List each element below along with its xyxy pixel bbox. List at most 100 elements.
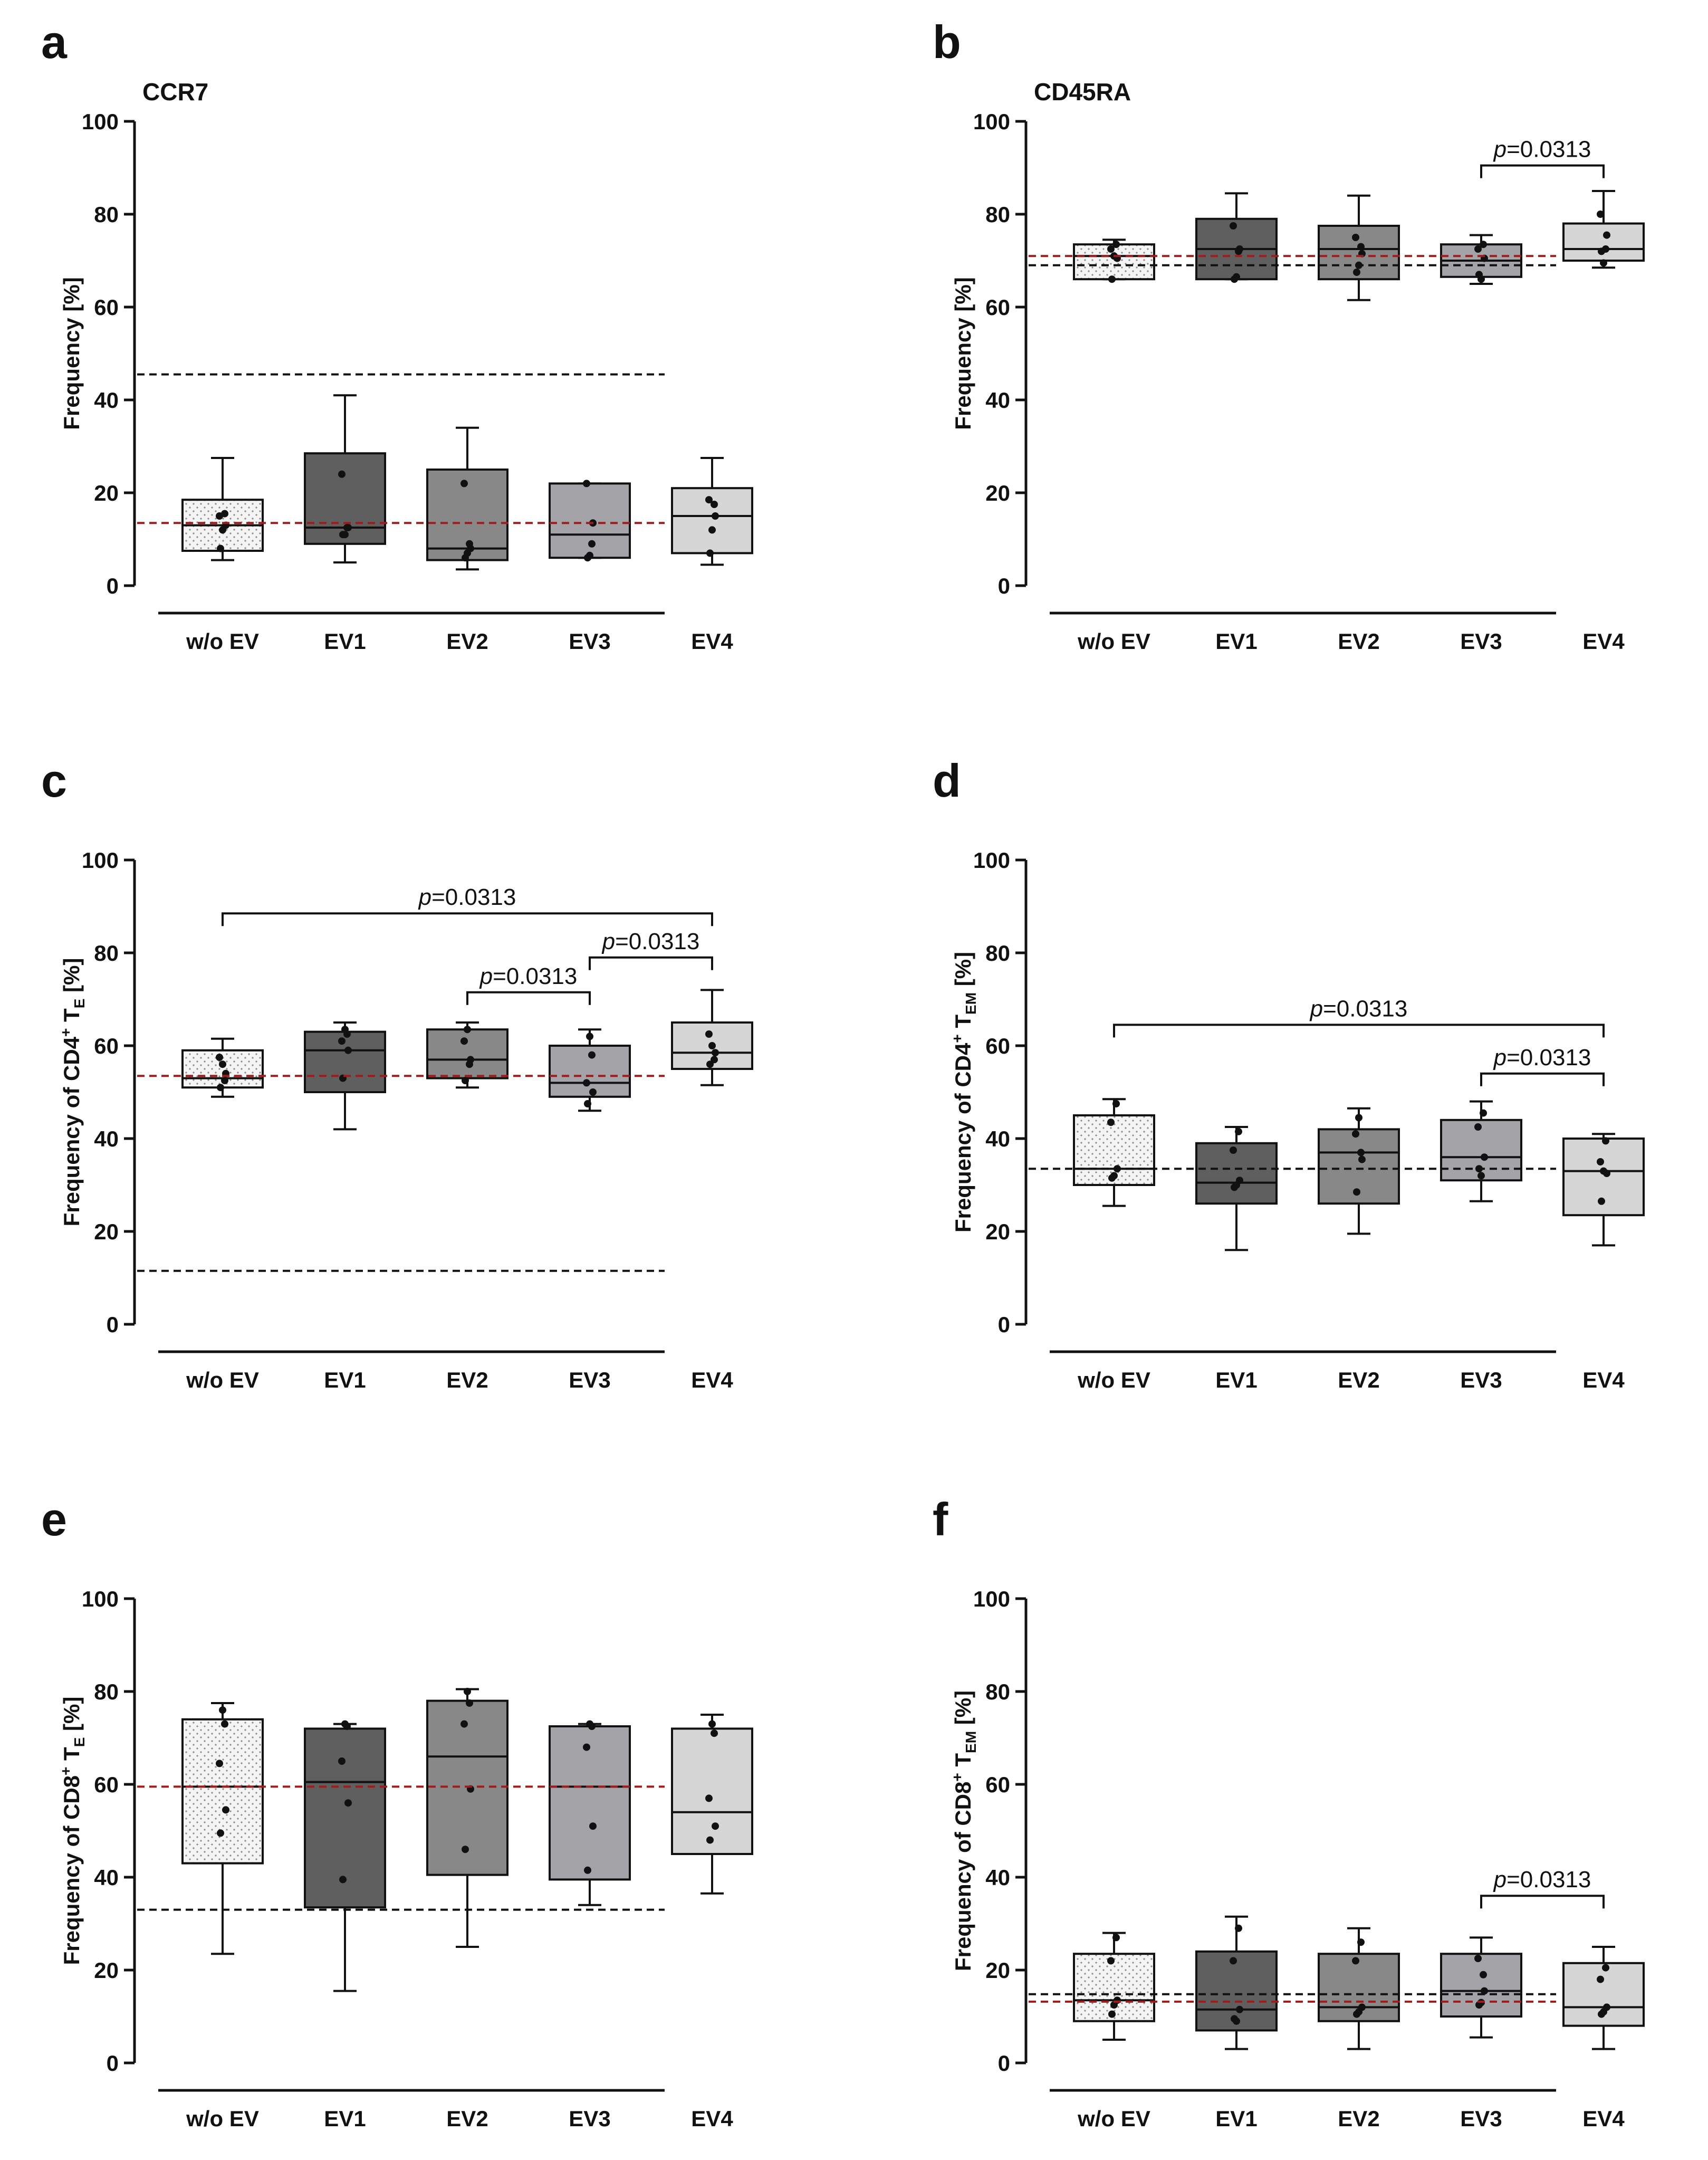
panel-f-ytick-label: 100: [973, 1586, 1010, 1611]
panel-f-xtick-label: w/o EV: [1077, 2106, 1150, 2131]
p-value-text: =0.0313: [431, 884, 516, 910]
panel-d-data-point: [1235, 1127, 1242, 1135]
panel-a-data-point: [586, 551, 593, 559]
panel-e-data-point: [338, 1757, 346, 1765]
panel-f-data-point: [1112, 1934, 1120, 1942]
p-value-text: =0.0313: [1507, 137, 1591, 163]
panel-a-title: CCR7: [142, 78, 208, 106]
panel-e-data-point: [460, 1720, 468, 1728]
panel-f-ytick-label: 40: [985, 1865, 1010, 1890]
panel-a-xtick-label: EV3: [569, 629, 610, 654]
panel-d-ytick-label: 100: [973, 848, 1010, 873]
ylabel-t: T: [59, 1747, 84, 1767]
ylabel-sub: EM: [963, 992, 979, 1015]
panel-e-box-EV4: [671, 1727, 753, 1855]
ylabel-main: Frequency of CD4: [59, 1036, 84, 1226]
panel-e-data-point: [584, 1866, 591, 1874]
panel-d-xtick-label: w/o EV: [1077, 1368, 1150, 1392]
panel-e-data-point: [712, 1822, 719, 1830]
panel-d-data-point: [1352, 1130, 1359, 1138]
panel-a-ytick-label: 100: [82, 109, 119, 134]
p-value-text: =0.0313: [1507, 1045, 1591, 1071]
panel-b-data-point: [1357, 243, 1365, 251]
panel-c-data-point: [712, 1049, 719, 1057]
panel-d-significance-bracket: [1113, 1024, 1605, 1038]
ylabel-end: [%]: [59, 1697, 84, 1737]
panel-f: f Frequency of CD8+ TEM [%] 0 20 40 60 80 100 w/…: [933, 1493, 1645, 2131]
panel-c-data-point: [462, 1077, 469, 1084]
panel-f-data-point: [1235, 1924, 1242, 1932]
panel-b-xtick-label: EV4: [1582, 629, 1625, 654]
panel-d-data-point: [1474, 1123, 1482, 1131]
panel-f-data-point: [1107, 1957, 1115, 1965]
panel-b-ytick-label: 80: [985, 202, 1010, 227]
panel-e-data-point: [339, 1876, 347, 1884]
p-value-text: =0.0313: [615, 929, 699, 954]
panel-d-ytick-label: 60: [985, 1034, 1010, 1058]
panel-e-xtick-label: EV4: [691, 2106, 733, 2131]
panel-e-data-point: [711, 1729, 718, 1737]
panel-b: b CD45RA Frequency [%] 0 20 40 60 80 100 w/o EV EV…: [933, 16, 1645, 654]
panel-b-ytick-label: 60: [985, 295, 1010, 320]
panel-b-xtick-label: EV2: [1338, 629, 1379, 654]
ylabel-main: Frequency of CD8: [951, 1782, 975, 1971]
panel-d-letter: d: [933, 754, 961, 807]
ylabel-sub: E: [71, 999, 88, 1009]
panel-f-data-point: [1602, 1964, 1609, 1972]
panel-d-p-value: p=0.0313: [1493, 1045, 1591, 1071]
panel-e-xtick-label: EV3: [569, 2106, 610, 2131]
panel-a-data-point: [221, 510, 228, 518]
panel-c-data-point: [344, 1046, 352, 1054]
panel-f-significance-bracket: [1480, 1895, 1605, 1909]
p-symbol: p: [1493, 1867, 1507, 1893]
panel-f-data-point: [1352, 1957, 1359, 1965]
panel-a-xtick-label: EV4: [691, 629, 733, 654]
panel-c-data-point: [219, 1060, 226, 1068]
panel-c-significance-bracket: [589, 956, 713, 970]
panel-c-p-value: p=0.0313: [418, 884, 516, 910]
panel-f-data-point: [1110, 2001, 1118, 2009]
panel-a: a CCR7 Frequency [%] 0 20 40 60 80 100 w/o EV EV1 E…: [41, 16, 753, 654]
panel-d-ytick-label: 0: [998, 1312, 1010, 1337]
panel-e-data-point: [341, 1720, 349, 1728]
panel-c-box-EV2: [426, 1028, 508, 1079]
panel-e-ytick-label: 0: [107, 2051, 119, 2076]
panel-c-data-point: [221, 1077, 228, 1084]
panel-e-xtick-label: EV1: [324, 2106, 366, 2131]
ylabel-sub: EM: [963, 1731, 979, 1753]
panel-e-data-point: [221, 1720, 228, 1728]
panel-c-data-point: [464, 1026, 471, 1034]
panel-c-data-point: [708, 1042, 716, 1049]
panel-d-data-point: [1355, 1114, 1362, 1122]
panel-a-ytick-label: 40: [94, 388, 119, 413]
panel-d-data-point: [1602, 1137, 1609, 1145]
panel-d-xtick-label: EV3: [1460, 1368, 1502, 1392]
ylabel-sup: +: [949, 1773, 965, 1781]
p-symbol: p: [1309, 996, 1323, 1021]
panel-f-data-point: [1481, 1987, 1488, 1995]
panel-c-significance-bracket: [466, 991, 591, 1005]
panel-c-data-point: [216, 1054, 223, 1061]
panel-d-ytick-label: 80: [985, 941, 1010, 966]
panel-f-data-point: [1355, 2008, 1362, 2016]
panel-a-xtick-label: EV2: [446, 629, 488, 654]
panel-b-data-point: [1230, 222, 1237, 230]
panel-e-data-point: [344, 1799, 352, 1807]
panel-c-significance-bracket: [222, 912, 713, 926]
panel-f-ylabel: Frequency of CD8+ TEM [%]: [949, 1690, 979, 1971]
panel-b-xtick-label: w/o EV: [1077, 629, 1150, 654]
panel-c-data-point: [589, 1088, 597, 1096]
panel-c-data-point: [583, 1079, 590, 1087]
panel-d-data-point: [1598, 1197, 1605, 1205]
panel-b-data-point: [1597, 211, 1604, 218]
panel-c-ytick-label: 20: [94, 1219, 119, 1244]
panel-f-data-point: [1108, 2010, 1116, 2018]
panel-a-data-point: [338, 470, 346, 478]
panel-e-data-point: [708, 1720, 716, 1728]
panel-d-significance-bracket: [1480, 1072, 1605, 1086]
panel-f-ytick-label: 80: [985, 1679, 1010, 1704]
panel-a-data-point: [219, 526, 226, 534]
panel-e-data-point: [216, 1760, 223, 1767]
ylabel-main: Frequency of CD4: [951, 1043, 975, 1232]
